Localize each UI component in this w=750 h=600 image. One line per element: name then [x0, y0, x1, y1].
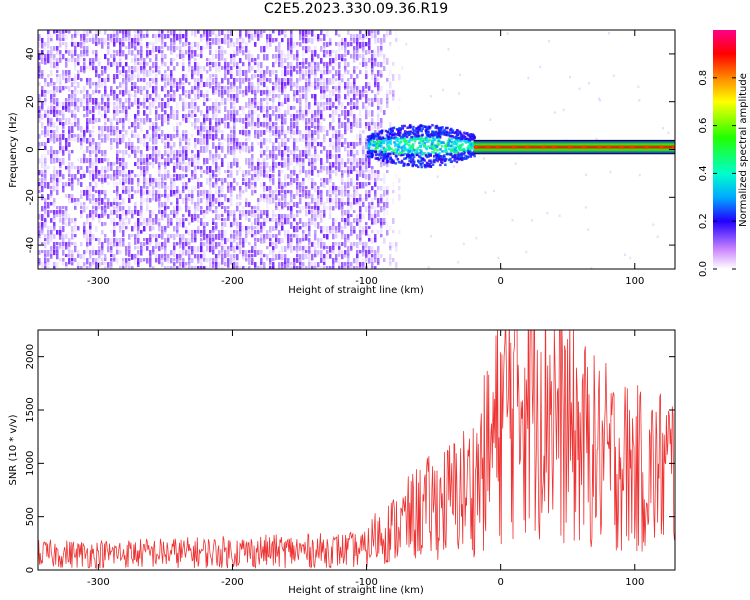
- snr-y-tick-label: 2000: [25, 344, 36, 369]
- spectrogram-x-tick-label: -200: [221, 276, 244, 287]
- snr-x-tick-label: -100: [355, 577, 378, 588]
- snr-y-tick-label: 0: [25, 567, 36, 573]
- colorbar-tick-label: 0.4: [698, 165, 709, 181]
- snr-y-tick-label: 500: [25, 507, 36, 526]
- spectrogram-y-tick-label: 20: [25, 95, 36, 108]
- colorbar-gradient: [713, 30, 736, 269]
- snr-y-tick-label: 1500: [25, 397, 36, 422]
- spectrogram-x-tick-label: -100: [355, 276, 378, 287]
- chart-title: C2E5.2023.330.09.36.R19: [263, 1, 449, 17]
- snr-x-axis-label: Height of straight line (km): [288, 585, 424, 596]
- spectrogram-x-tick-label: -300: [87, 276, 110, 287]
- colorbar: 0.0 0.2 0.4 0.6 0.8 Normalized spectral ampl…: [698, 30, 749, 277]
- snr-x-tick-label: -300: [87, 577, 110, 588]
- colorbar-tick-label: 0.0: [698, 261, 709, 277]
- spectrogram-y-tick-label: -40: [25, 237, 36, 253]
- spectrogram-y-axis-label: Frequency (Hz): [8, 112, 19, 188]
- spectrogram-x-tick-label: 100: [625, 276, 644, 287]
- snr-x-tick-label: -200: [221, 577, 244, 588]
- spectrogram-x-axis-label: Height of straight line (km): [288, 285, 424, 296]
- snr-y-tick-label: 1000: [25, 451, 36, 476]
- colorbar-tick-label: 0.2: [698, 213, 709, 229]
- carrier-line: [473, 140, 675, 154]
- snr-y-axis-label: SNR (10 * v/v): [8, 414, 19, 485]
- spectrogram-y-tick-label: 0: [25, 146, 36, 152]
- colorbar-tick-label: 0.6: [698, 118, 709, 134]
- spectrogram-x-tick-label: 0: [497, 276, 503, 287]
- spectrogram-y-tick-label: 40: [25, 48, 36, 61]
- colorbar-label: Normalized spectral amplitude: [738, 73, 749, 227]
- snr-x-tick-label: 100: [625, 577, 644, 588]
- spectrogram-y-tick-label: -20: [25, 189, 36, 205]
- snr-series-trace: [38, 330, 675, 570]
- colorbar-tick-label: 0.8: [698, 70, 709, 86]
- snr-x-tick-label: 0: [497, 577, 503, 588]
